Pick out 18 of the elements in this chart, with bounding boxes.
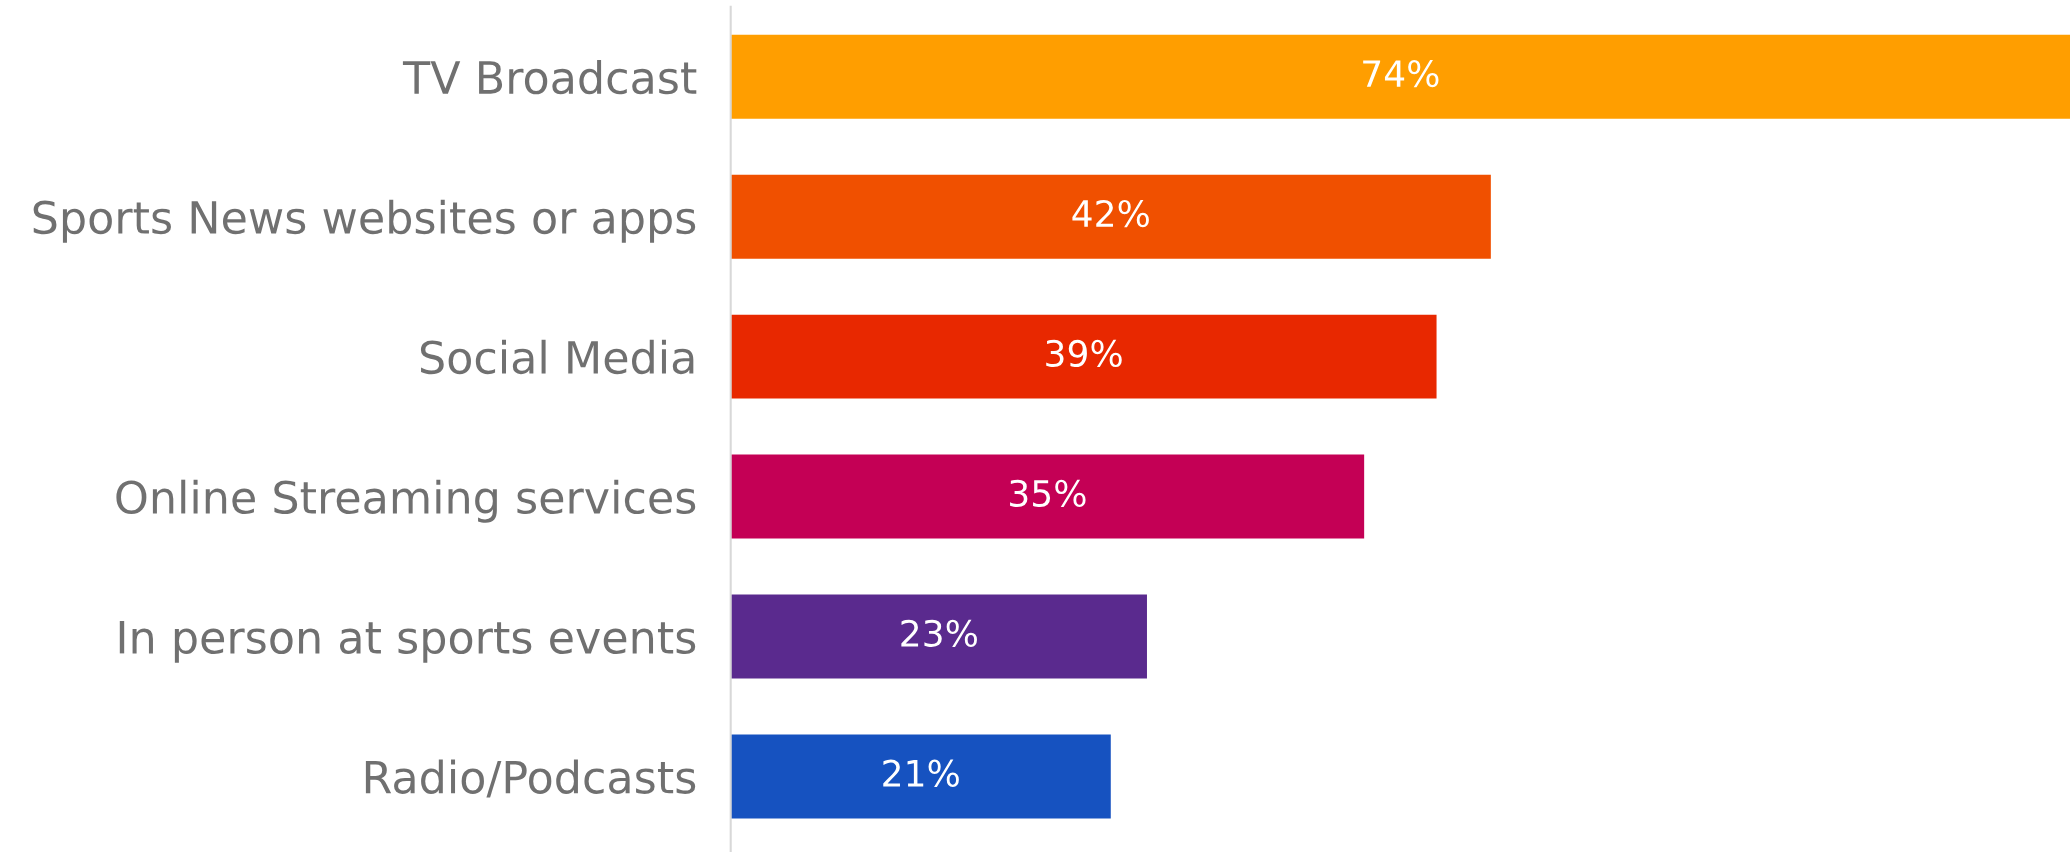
bar: [730, 734, 1111, 819]
data-label: 74%: [1363, 59, 1439, 88]
y-tick-label: TV Broadcast: [402, 59, 697, 95]
y-tick-label: Sports News websites or apps: [33, 199, 696, 243]
data-label: 21%: [883, 759, 959, 787]
bar: [730, 174, 1491, 259]
data-label: 42%: [1072, 199, 1149, 228]
bar: [730, 454, 1365, 539]
bar: [730, 314, 1437, 399]
y-tick-label: In person at sports events: [119, 620, 696, 663]
bar: [730, 594, 1147, 679]
bar: [730, 34, 2070, 119]
data-label: 39%: [1046, 339, 1122, 368]
data-label: 35%: [1010, 479, 1086, 508]
y-tick-label: Online Streaming services: [116, 479, 696, 523]
data-label: 23%: [901, 619, 977, 647]
y-tick-label: Social Media: [420, 339, 694, 375]
y-tick-label: Radio/Podcasts: [365, 759, 696, 798]
